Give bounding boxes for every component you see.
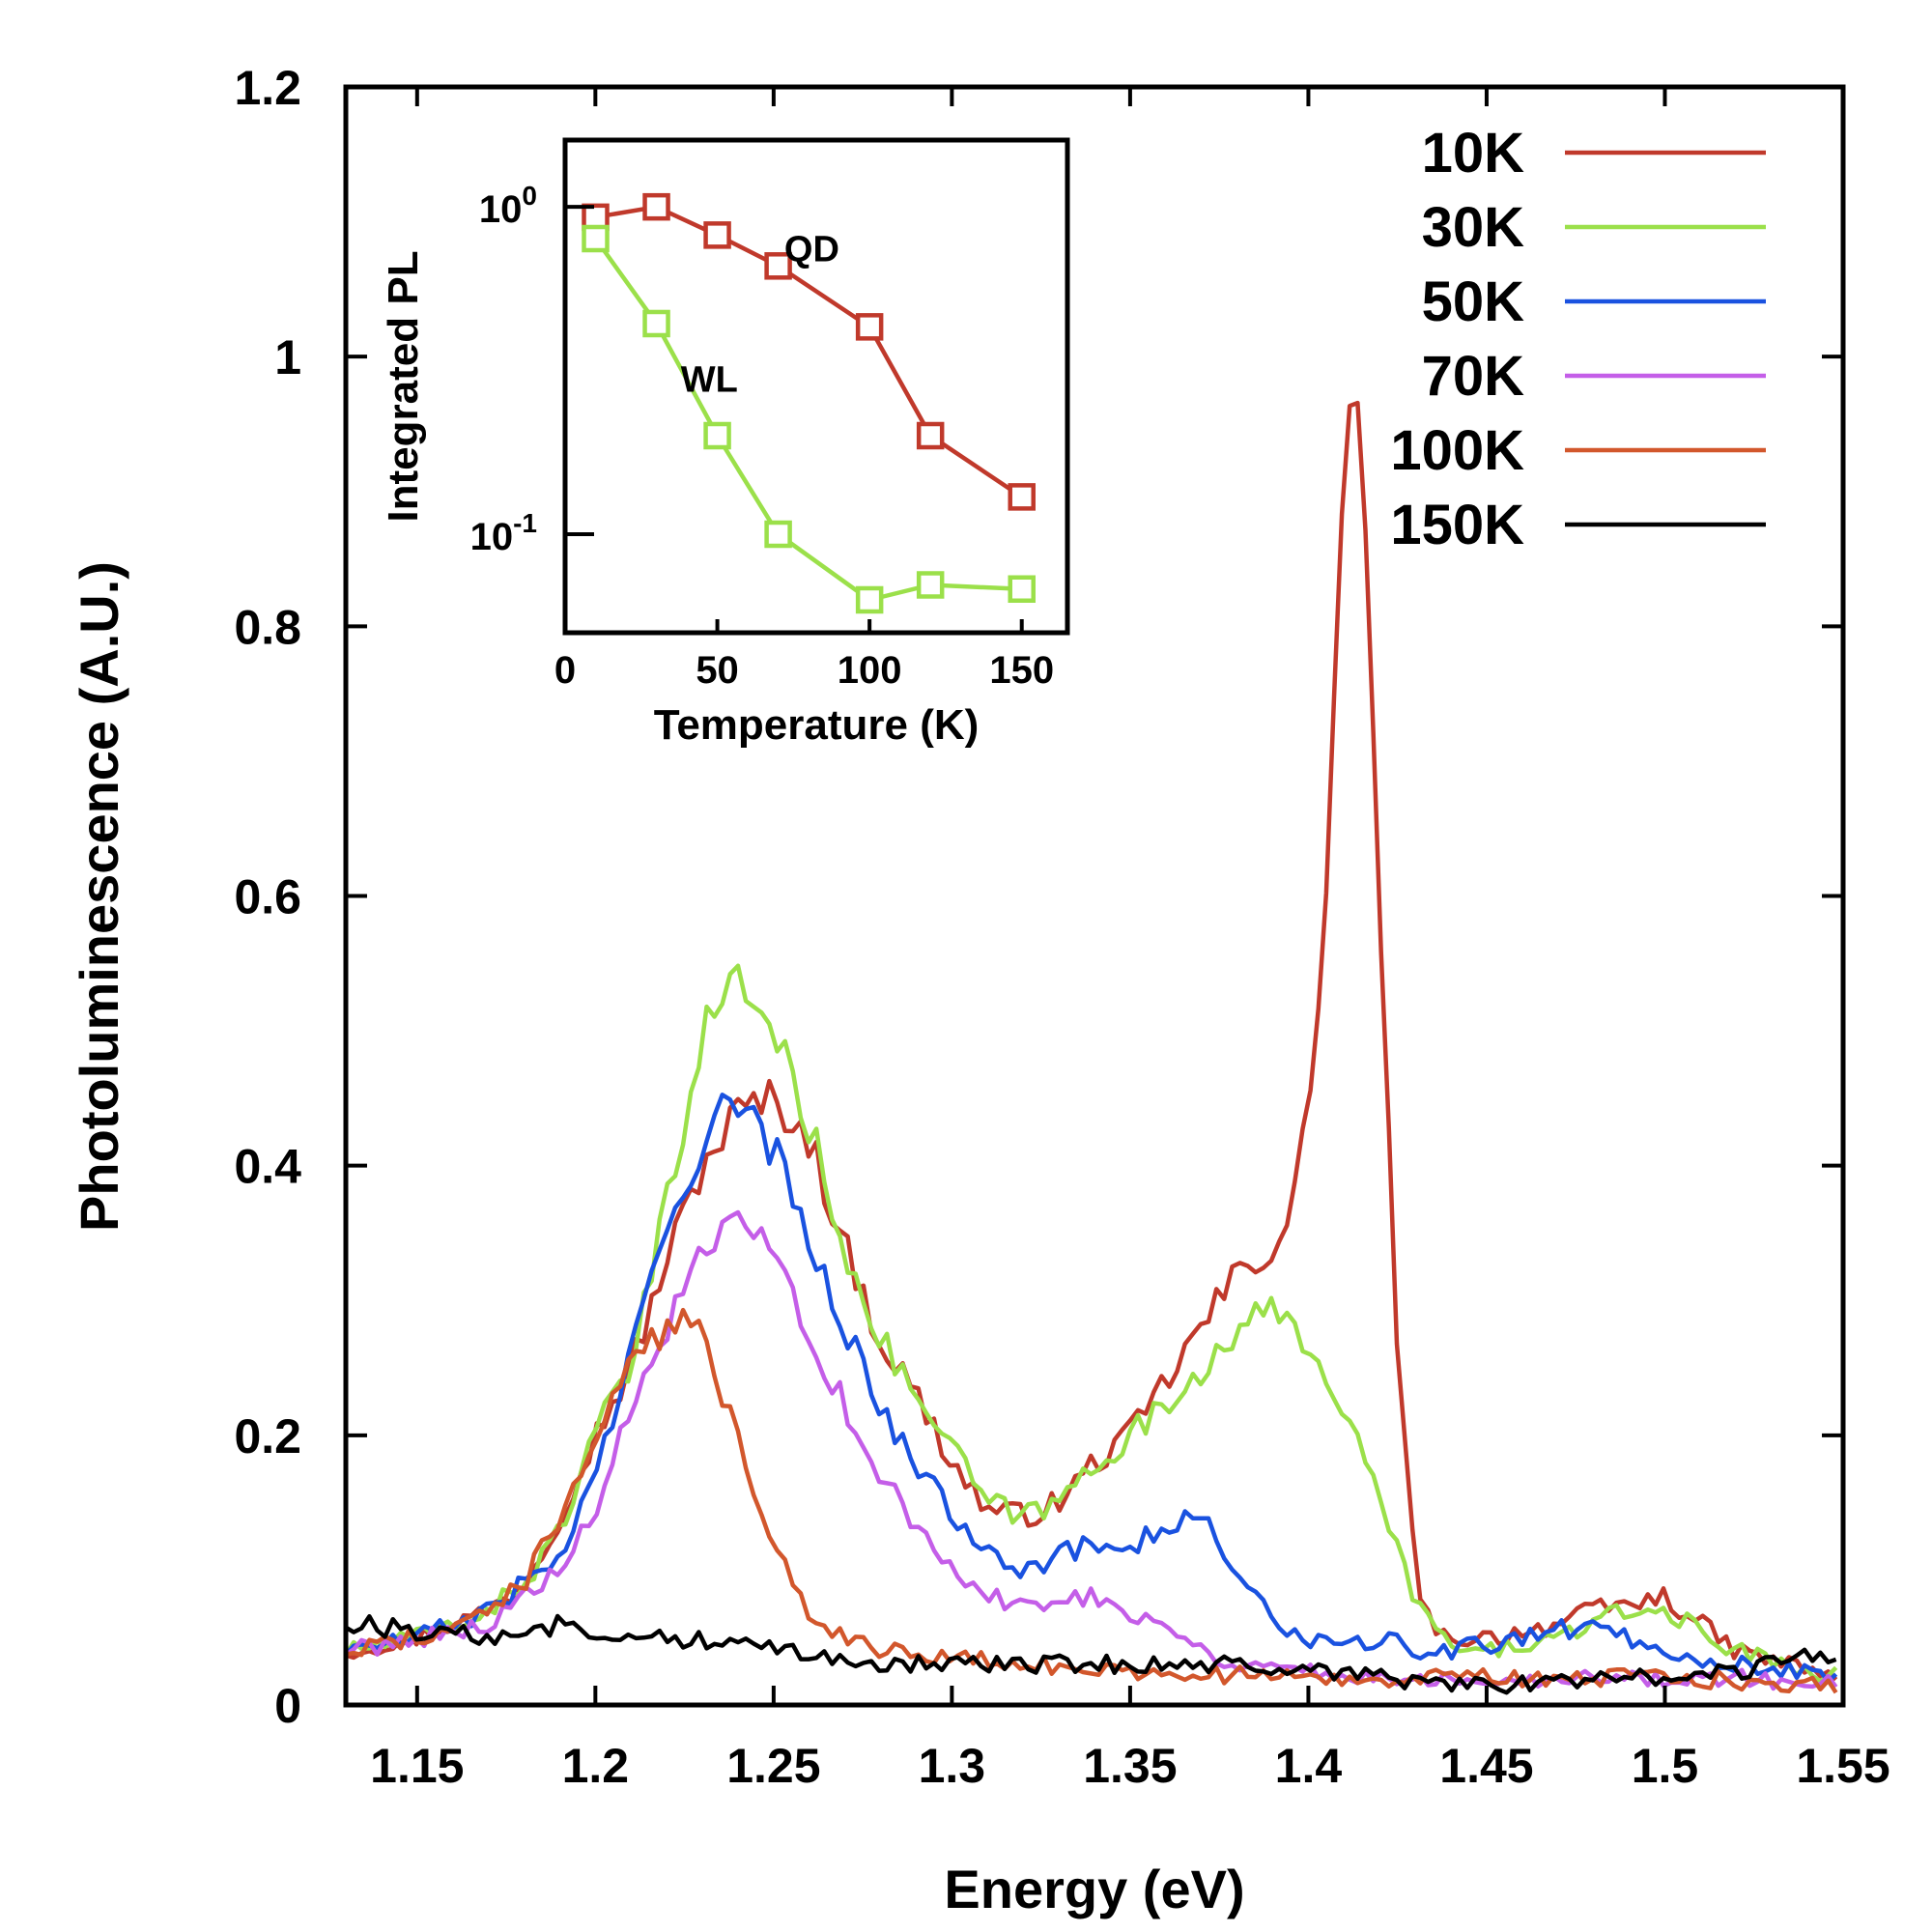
inset-annotation-wl: WL — [681, 359, 738, 400]
inset-x-ticks: 0 50 100 150 — [554, 619, 1054, 692]
series-line-50k — [344, 1093, 1838, 1685]
inset-plot-frame — [562, 137, 1070, 636]
inset-x-tick-label: 150 — [989, 649, 1054, 692]
inset-marker-qd — [855, 313, 884, 341]
x-tick-label: 1.45 — [1439, 1739, 1533, 1793]
main-chart: 1.15 1.2 1.25 1.3 1.35 1.4 1.45 1.5 1.55 0 0.2 0.4… — [69, 61, 1890, 1919]
inset-x-tick-label: 100 — [838, 649, 902, 692]
inset-marker-qd — [764, 252, 792, 280]
inset-marker-wl — [764, 520, 792, 549]
series-line-30k — [344, 963, 1838, 1684]
inset-x-tick-label: 0 — [554, 649, 576, 692]
inset-annotations: QD WL — [681, 229, 839, 400]
y-tick-label: 1 — [274, 330, 301, 384]
x-tick-label: 1.35 — [1083, 1739, 1177, 1793]
main-x-ticks: 1.15 1.2 1.25 1.3 1.35 1.4 1.45 1.5 1.55 — [370, 87, 1890, 1793]
inset-marker-wl — [642, 309, 670, 338]
legend-label-150k: 150K — [1390, 494, 1524, 556]
series-line-70k — [344, 1209, 1838, 1691]
inset-y-tick-label: 10-1 — [470, 508, 537, 558]
inset-marker-wl — [703, 421, 731, 450]
y-tick-label: 1.2 — [234, 61, 301, 115]
legend-label-10k: 10K — [1422, 122, 1525, 185]
x-tick-label: 1.5 — [1632, 1739, 1699, 1793]
inset-marker-wl — [916, 571, 945, 599]
y-tick-label: 0.6 — [234, 870, 301, 924]
inset-y-tick-label: 100 — [479, 181, 537, 231]
legend: 10K 30K 50K 70K 100K 150K — [1390, 122, 1766, 556]
legend-label-50k: 50K — [1422, 270, 1525, 333]
inset-marker-wl — [1008, 575, 1036, 604]
legend-label-30k: 30K — [1422, 196, 1525, 259]
inset-background — [565, 140, 1067, 633]
main-y-ticks: 0 0.2 0.4 0.6 0.8 1 1.2 — [234, 61, 1843, 1733]
main-y-axis-title: Photoluminescence (A.U.) — [69, 561, 129, 1232]
x-tick-label: 1.4 — [1275, 1739, 1343, 1793]
legend-label-70k: 70K — [1422, 345, 1525, 408]
inset-marker-qd — [703, 221, 731, 249]
inset-marker-qd — [642, 192, 670, 221]
y-tick-label: 0.2 — [234, 1409, 301, 1463]
y-tick-label: 0 — [274, 1679, 301, 1733]
inset-x-tick-label: 50 — [696, 649, 739, 692]
x-tick-label: 1.2 — [562, 1739, 630, 1793]
x-tick-label: 1.3 — [919, 1739, 986, 1793]
inset-annotation-qd: QD — [784, 229, 839, 270]
y-tick-label: 0.8 — [234, 600, 301, 654]
legend-label-100k: 100K — [1390, 419, 1524, 482]
series-line-150k — [344, 1613, 1837, 1695]
main-x-axis-title: Energy (eV) — [944, 1859, 1244, 1919]
inset-series-layer — [582, 192, 1036, 614]
inset-chart: 0 50 100 150 100 10-1 QD WL Temperature (K) I… — [380, 137, 1070, 749]
inset-marker-wl — [582, 224, 610, 253]
x-tick-label: 1.25 — [726, 1739, 820, 1793]
inset-marker-qd — [916, 421, 945, 450]
y-tick-label: 0.4 — [234, 1140, 301, 1194]
x-tick-label: 1.15 — [370, 1739, 464, 1793]
series-line-100k — [345, 1307, 1838, 1694]
inset-y-axis-title: Integrated PL — [380, 250, 427, 522]
inset-marker-wl — [855, 585, 884, 614]
x-tick-label: 1.55 — [1796, 1739, 1889, 1793]
inset-x-axis-title: Temperature (K) — [654, 701, 980, 749]
main-series-layer — [344, 400, 1838, 1695]
inset-marker-qd — [1008, 483, 1036, 511]
